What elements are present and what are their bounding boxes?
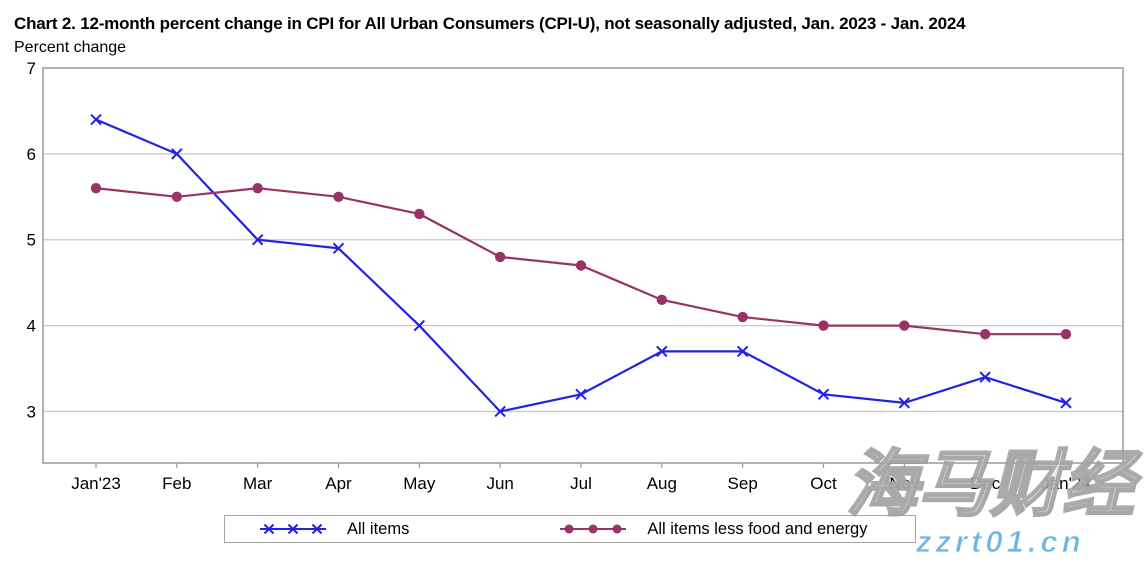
data-point-x-marker: [494, 405, 506, 418]
data-point-x-marker: [979, 371, 991, 383]
x-tick-label: Mar: [243, 474, 273, 493]
data-point-x-marker: [413, 319, 426, 332]
y-tick-label: 6: [27, 145, 36, 164]
line-dot-marker-icon: [559, 522, 627, 536]
x-tick-label: Aug: [647, 474, 677, 493]
data-point-x-marker: [817, 388, 830, 401]
y-tick-label: 4: [27, 317, 36, 336]
data-point-x-marker: [575, 388, 587, 401]
data-point-dot-marker: [656, 294, 668, 306]
x-tick-label: Jan'24: [1041, 474, 1091, 493]
legend-item-all-items: All items: [259, 520, 409, 539]
chart-legend: All items All items less food and energy: [224, 515, 916, 543]
legend-item-core-cpi: All items less food and energy: [559, 520, 867, 539]
x-tick-label: Apr: [325, 474, 352, 493]
data-point-dot-marker: [818, 320, 829, 331]
x-tick-label: Jun: [486, 474, 513, 493]
x-tick-label: May: [403, 474, 436, 493]
data-point-x-marker: [332, 242, 345, 255]
x-tick-label: Nov: [889, 474, 920, 493]
x-tick-label: Jan'23: [71, 474, 121, 493]
legend-marker-shape: [612, 524, 622, 534]
data-point-dot-marker: [737, 311, 748, 323]
data-point-x-marker: [171, 148, 183, 160]
legend-marker-shape: [287, 523, 299, 535]
legend-marker-shape: [263, 523, 275, 535]
data-point-dot-marker: [333, 191, 344, 203]
data-point-x-marker: [90, 113, 102, 126]
y-tick-label: 7: [27, 59, 36, 78]
legend-label-all-items: All items: [347, 519, 410, 538]
x-tick-label: Jul: [570, 474, 592, 493]
legend-marker-shape: [564, 524, 574, 534]
legend-marker-shape: [588, 524, 598, 534]
y-tick-label: 5: [27, 231, 36, 250]
legend-marker-line: [560, 524, 627, 534]
x-tick-label: Dec: [970, 474, 1001, 493]
data-point-dot-marker: [252, 183, 263, 194]
data-point-dot-marker: [171, 191, 183, 203]
data-point-x-marker: [898, 397, 911, 409]
data-point-x-marker: [251, 234, 264, 246]
chart-title: Chart 2. 12-month percent change in CPI …: [14, 14, 966, 33]
data-point-dot-marker: [494, 251, 506, 263]
legend-marker-line: [260, 523, 326, 535]
data-point-dot-marker: [899, 320, 910, 331]
data-point-dot-marker: [414, 208, 425, 220]
y-axis-caption: Percent change: [14, 39, 127, 56]
data-point-dot-marker: [1060, 328, 1072, 340]
data-point-dot-marker: [575, 260, 587, 271]
legend-marker-shape: [311, 523, 323, 535]
data-point-x-marker: [736, 345, 749, 358]
x-tick-label: Feb: [162, 474, 191, 493]
legend-label-core-cpi: All items less food and energy: [647, 519, 868, 538]
data-point-dot-marker: [979, 328, 991, 340]
line-x-marker-icon: [259, 522, 327, 536]
data-point-x-marker: [1060, 397, 1072, 409]
data-point-dot-marker: [90, 183, 102, 194]
data-point-x-marker: [656, 345, 668, 358]
x-tick-label: Sep: [728, 474, 758, 493]
y-tick-label: 3: [27, 402, 36, 421]
x-tick-label: Oct: [810, 474, 837, 493]
plot-border: [42, 67, 1124, 464]
